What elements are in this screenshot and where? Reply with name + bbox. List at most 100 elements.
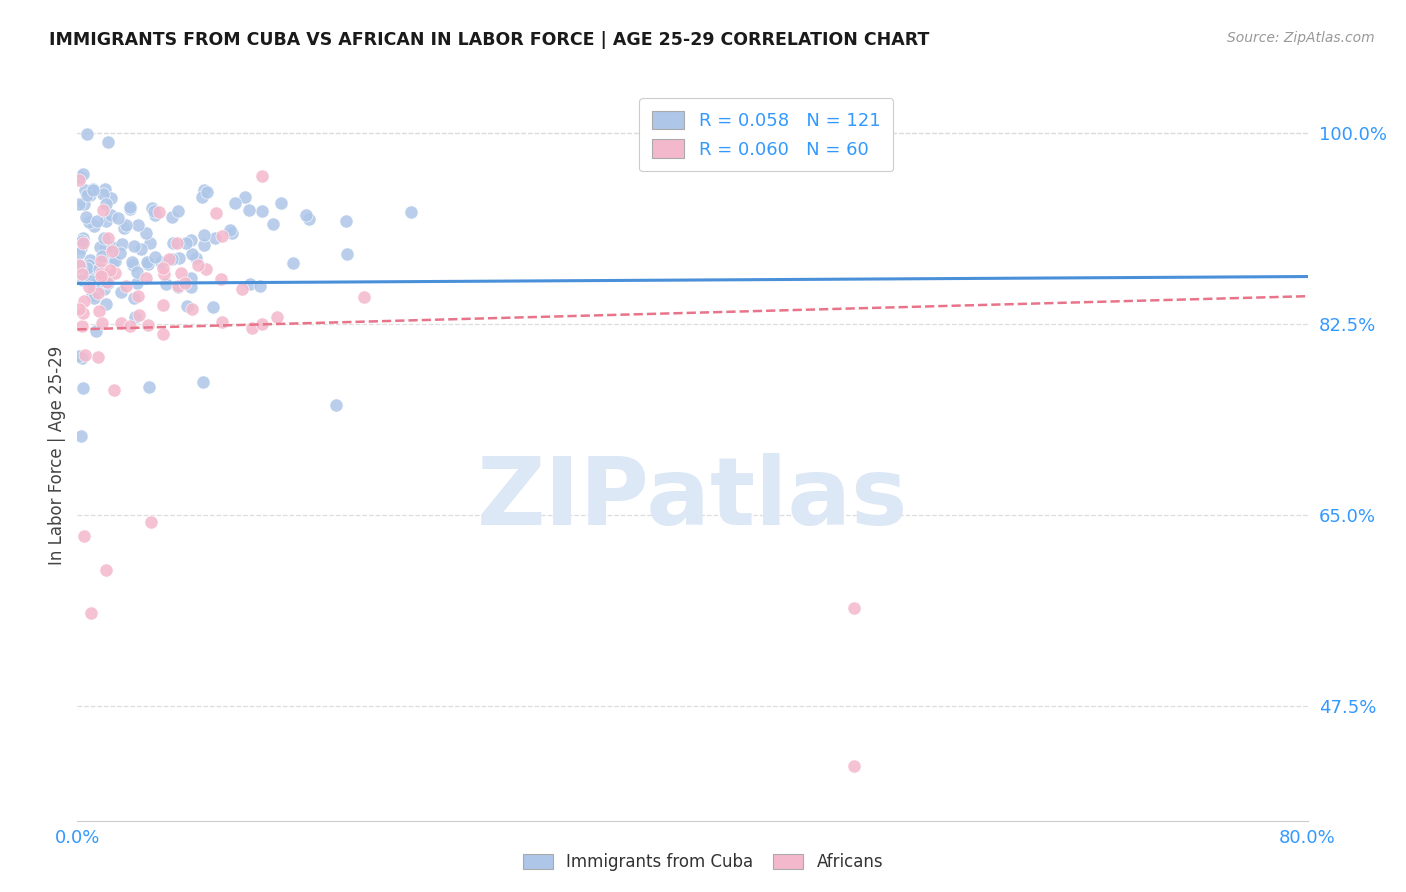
Point [80, 606, 103, 620]
Point [67, 301, 90, 316]
Point [224, 195, 246, 210]
Point [187, 258, 209, 272]
Point [325, 398, 347, 412]
Point [70, 319, 93, 334]
Point [128, 308, 150, 322]
Point [250, 203, 273, 218]
Point [118, 202, 141, 216]
Point [149, 255, 172, 269]
Point [82, 183, 104, 197]
Point [70, 267, 93, 281]
Point [125, 265, 148, 279]
Point [143, 204, 166, 219]
Legend: R = 0.058   N = 121, R = 0.060   N = 60: R = 0.058 N = 121, R = 0.060 N = 60 [640, 98, 893, 171]
Point [72, 273, 94, 287]
Point [124, 310, 146, 324]
Point [100, 209, 122, 223]
Point [281, 256, 304, 270]
Point [67, 259, 90, 273]
Point [90, 269, 112, 284]
Point [166, 280, 188, 294]
Point [73, 528, 96, 542]
Point [110, 246, 132, 260]
Point [209, 272, 232, 286]
Point [79, 252, 101, 267]
Point [76, 260, 98, 275]
Point [298, 212, 321, 227]
Point [97, 135, 120, 149]
Point [104, 266, 127, 280]
Point [94, 182, 117, 196]
Point [91, 186, 114, 201]
Point [77, 259, 100, 273]
Point [72, 167, 94, 181]
Point [115, 278, 138, 293]
Point [336, 247, 359, 261]
Point [160, 210, 183, 224]
Point [167, 203, 190, 218]
Point [136, 255, 159, 269]
Point [252, 317, 274, 331]
Point [239, 277, 262, 291]
Point [98, 262, 121, 277]
Point [295, 208, 318, 222]
Point [73, 294, 96, 309]
Point [211, 315, 233, 329]
Point [69, 169, 91, 184]
Point [82, 279, 104, 293]
Point [121, 258, 143, 272]
Point [101, 240, 124, 254]
Point [79, 187, 101, 202]
Point [152, 297, 174, 311]
Point [83, 219, 105, 233]
Point [75, 183, 97, 197]
Point [67, 197, 90, 211]
Point [127, 218, 149, 232]
Point [160, 252, 183, 267]
Point [159, 252, 181, 267]
Point [221, 226, 243, 240]
Point [155, 277, 177, 291]
Point [93, 268, 115, 282]
Point [94, 563, 117, 577]
Point [180, 271, 202, 285]
Point [82, 182, 104, 196]
Point [112, 220, 135, 235]
Point [79, 279, 101, 293]
Point [90, 316, 112, 330]
Point [195, 262, 218, 277]
Point [184, 251, 207, 265]
Point [115, 218, 138, 232]
Point [266, 310, 288, 324]
Point [180, 280, 202, 294]
Point [842, 759, 865, 773]
Text: Source: ZipAtlas.com: Source: ZipAtlas.com [1227, 31, 1375, 45]
Point [122, 238, 145, 252]
Point [80, 288, 103, 302]
Point [205, 206, 228, 220]
Y-axis label: In Labor Force | Age 25-29: In Labor Force | Age 25-29 [48, 345, 66, 565]
Point [90, 254, 112, 268]
Point [86, 214, 108, 228]
Point [94, 213, 117, 227]
Point [111, 237, 134, 252]
Point [204, 231, 226, 245]
Point [193, 227, 215, 242]
Point [249, 278, 271, 293]
Point [110, 285, 132, 299]
Point [219, 222, 242, 236]
Point [72, 235, 94, 250]
Point [76, 187, 98, 202]
Point [86, 350, 108, 364]
Point [73, 197, 96, 211]
Point [129, 242, 152, 256]
Point [174, 236, 197, 251]
Point [167, 251, 190, 265]
Point [335, 214, 357, 228]
Point [143, 208, 166, 222]
Point [93, 282, 115, 296]
Point [104, 253, 127, 268]
Point [96, 197, 118, 211]
Point [110, 316, 132, 330]
Point [82, 278, 104, 293]
